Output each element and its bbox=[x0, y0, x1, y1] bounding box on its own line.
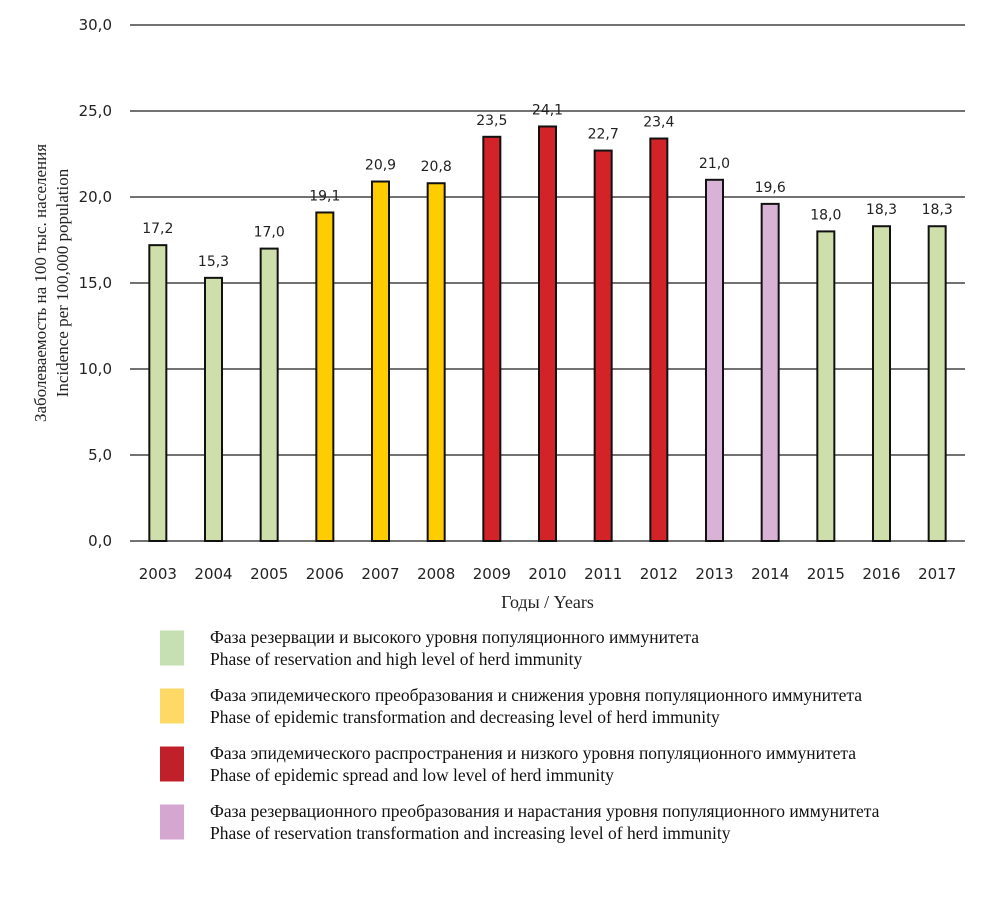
data-label-2014: 19,6 bbox=[755, 180, 786, 196]
legend-item-reservation-transformation: Фаза резервационного преобразования и на… bbox=[160, 800, 980, 844]
bar-chart: 0,05,010,015,020,025,030,0 17,215,317,01… bbox=[31, 16, 965, 583]
data-label-2010: 24,1 bbox=[532, 102, 563, 118]
y-axis-ticks: 0,0 5,0 10,0 15,0 20,0 25,0 30,0 bbox=[79, 16, 112, 550]
data-label-2006: 19,1 bbox=[309, 188, 340, 204]
legend-text-ru: Фаза эпидемического преобразования и сни… bbox=[210, 685, 863, 705]
x-tick-label: 2007 bbox=[361, 565, 399, 583]
x-tick-label: 2010 bbox=[528, 565, 566, 583]
bar-2006 bbox=[315, 211, 335, 542]
x-tick-label: 2005 bbox=[250, 565, 288, 583]
data-label-2003: 17,2 bbox=[142, 221, 173, 237]
legend-text-ru: Фаза резервационного преобразования и на… bbox=[210, 801, 880, 821]
legend-swatch bbox=[160, 630, 184, 666]
y-tick-label: 25,0 bbox=[79, 102, 112, 120]
legend-text-en: Phase of epidemic transformation and dec… bbox=[210, 707, 720, 727]
bar-2010 bbox=[538, 125, 557, 542]
x-tick-label: 2004 bbox=[194, 565, 232, 583]
x-axis-label: Годы / Years bbox=[501, 592, 594, 612]
legend: Фаза резервации и высокого уровня популя… bbox=[160, 626, 980, 858]
legend-item-reservation: Фаза резервации и высокого уровня популя… bbox=[160, 626, 980, 670]
legend-text-ru: Фаза эпидемического распространения и ни… bbox=[210, 743, 857, 763]
legend-text-en: Phase of reservation and high level of h… bbox=[210, 649, 583, 669]
bar-2014 bbox=[760, 202, 780, 542]
y-tick-label: 30,0 bbox=[79, 16, 112, 34]
x-tick-label: 2003 bbox=[139, 565, 177, 583]
x-tick-label: 2015 bbox=[807, 565, 845, 583]
legend-text-ru: Фаза резервации и высокого уровня популя… bbox=[210, 627, 700, 647]
x-axis-ticks: 2003 2004 2005 2006 2007 2008 2009 2010 2011 2012… bbox=[139, 565, 957, 583]
data-label-2007: 20,9 bbox=[365, 158, 396, 174]
bar-2007 bbox=[371, 180, 390, 543]
y-axis-label-en: Incidence per 100,000 population bbox=[53, 168, 72, 397]
y-tick-label: 15,0 bbox=[79, 274, 112, 292]
data-label-2013: 21,0 bbox=[699, 156, 730, 172]
bar-2008 bbox=[426, 182, 446, 543]
bar-2012 bbox=[649, 137, 669, 543]
x-tick-label: 2012 bbox=[640, 565, 678, 583]
x-tick-label: 2017 bbox=[918, 565, 956, 583]
bar-2004 bbox=[204, 276, 223, 542]
y-axis-label-ru: Заболеваемость на 100 тыс. населения bbox=[31, 144, 50, 422]
x-tick-label: 2009 bbox=[473, 565, 511, 583]
bar-2017 bbox=[927, 225, 947, 543]
data-label-2017: 18,3 bbox=[922, 202, 953, 218]
legend-text-en: Phase of epidemic spread and low level o… bbox=[210, 765, 614, 785]
legend-text-en: Phase of reservation transformation and … bbox=[210, 823, 731, 843]
y-tick-label: 10,0 bbox=[79, 360, 112, 378]
y-tick-label: 20,0 bbox=[79, 188, 112, 206]
y-tick-label: 5,0 bbox=[88, 446, 112, 464]
data-label-2016: 18,3 bbox=[866, 202, 897, 218]
legend-swatch bbox=[160, 804, 184, 840]
bars bbox=[148, 125, 947, 543]
data-label-2005: 17,0 bbox=[254, 225, 285, 241]
data-label-2004: 15,3 bbox=[198, 254, 229, 270]
bar-2011 bbox=[593, 149, 613, 542]
legend-item-epidemic-transformation: Фаза эпидемического преобразования и сни… bbox=[160, 684, 980, 728]
data-label-2011: 22,7 bbox=[588, 127, 619, 143]
x-tick-label: 2008 bbox=[417, 565, 455, 583]
x-tick-label: 2013 bbox=[695, 565, 733, 583]
legend-swatch bbox=[160, 746, 184, 782]
x-tick-label: 2006 bbox=[306, 565, 344, 583]
data-label-2012: 23,4 bbox=[643, 115, 674, 131]
data-label-2008: 20,8 bbox=[421, 159, 452, 175]
data-labels: 17,2 15,3 17,0 19,1 20,9 20,8 23,5 24,1 22,7 23,4… bbox=[142, 102, 953, 269]
x-tick-label: 2011 bbox=[584, 565, 622, 583]
bar-2003 bbox=[148, 244, 168, 542]
x-tick-label: 2016 bbox=[862, 565, 900, 583]
bar-2005 bbox=[259, 247, 279, 542]
data-label-2015: 18,0 bbox=[810, 207, 841, 223]
bar-2015 bbox=[816, 230, 836, 542]
x-tick-label: 2014 bbox=[751, 565, 789, 583]
bar-2013 bbox=[705, 178, 724, 543]
data-label-2009: 23,5 bbox=[476, 113, 507, 129]
legend-swatch bbox=[160, 688, 184, 724]
y-tick-label: 0,0 bbox=[88, 532, 112, 550]
bar-2009 bbox=[482, 135, 502, 543]
bar-2016 bbox=[872, 225, 891, 543]
legend-item-epidemic-spread: Фаза эпидемического распространения и ни… bbox=[160, 742, 980, 786]
